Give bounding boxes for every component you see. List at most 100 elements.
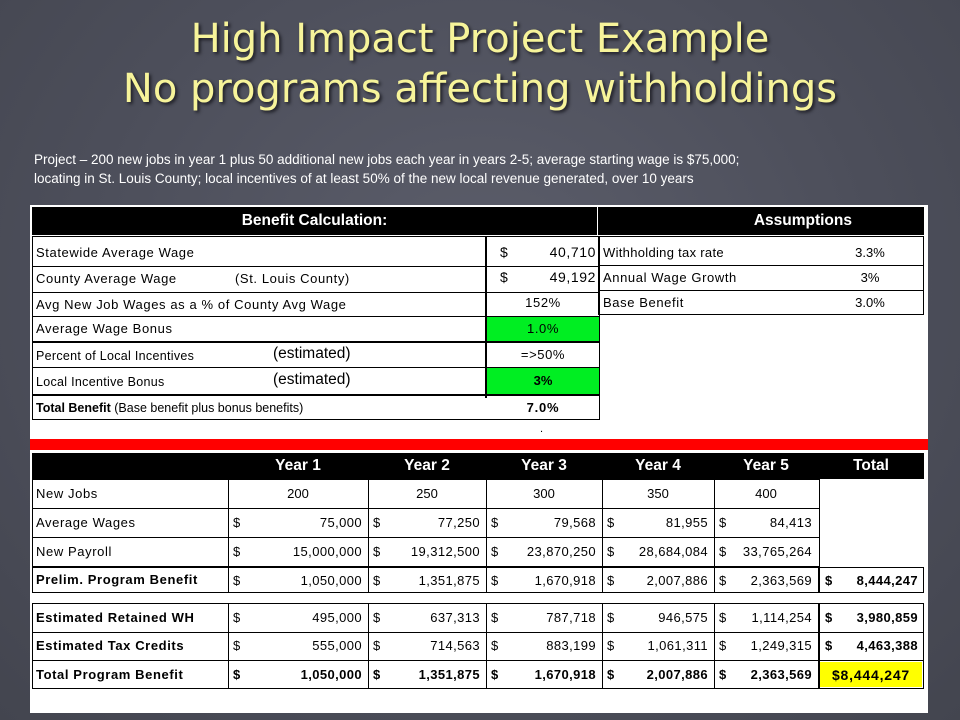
spreadsheet-panel: Benefit Calculation: Assumptions Statewi… — [30, 205, 928, 713]
benefit-row-label: Avg New Job Wages as a % of County Avg W… — [36, 297, 347, 312]
tax-credits-value: 1,061,311 — [647, 638, 708, 653]
new-payroll-dollar-sign: $ — [607, 544, 615, 559]
assumption-label: Annual Wage Growth — [603, 270, 737, 285]
avg-wages-dollar-sign: $ — [491, 515, 499, 530]
benefit-row-label: Average Wage Bonus — [36, 321, 173, 336]
retained-wh-dollar-sign: $ — [373, 610, 381, 625]
tax-credits-dollar-sign: $ — [719, 638, 727, 653]
avg-wages-dollar-sign: $ — [607, 515, 615, 530]
retained-wh-dollar-sign: $ — [491, 610, 499, 625]
total-program-dollar-sign: $ — [373, 667, 381, 682]
new-jobs-value: 400 — [755, 486, 777, 501]
total-program-dollar-sign: $ — [491, 667, 499, 682]
benefit-row-note: (estimated) — [273, 345, 351, 362]
retained-wh-value: 946,575 — [658, 610, 708, 625]
tax-credits-value: 1,249,315 — [750, 638, 812, 653]
retained-wh-total-dollar-sign: $ — [825, 610, 833, 625]
total-program-dollar-sign: $ — [607, 667, 615, 682]
tax-credits-value: 555,000 — [312, 638, 362, 653]
prelim-benefit-total-value: 8,444,247 — [856, 573, 918, 588]
prelim-benefit-total-dollar-sign: $ — [825, 573, 833, 588]
benefit-row-label: County Average Wage — [36, 271, 177, 286]
tax-credits-total-dollar-sign: $ — [825, 638, 833, 653]
tax-credits-dollar-sign: $ — [233, 638, 241, 653]
retained-wh-label: Estimated Retained WH — [36, 610, 195, 625]
total-program-total-value: $8,444,247 — [831, 667, 911, 683]
slide-title: High Impact Project Example No programs … — [0, 14, 960, 114]
benefit-header: Benefit Calculation: — [32, 207, 597, 235]
grand-total-highlight — [820, 662, 922, 687]
new-payroll-value: 15,000,000 — [292, 544, 362, 559]
benefit-row-value: 1.0% — [526, 321, 560, 336]
tax-credits-total-value: 4,463,388 — [856, 638, 918, 653]
assumptions-header: Assumptions — [598, 207, 924, 235]
total-program-value: 1,670,918 — [534, 667, 596, 682]
new-jobs-value: 200 — [287, 486, 309, 501]
avg-wages-value: 79,568 — [553, 515, 596, 530]
tax-credits-label: Estimated Tax Credits — [36, 638, 185, 653]
local-incentive-bonus-highlight — [487, 368, 599, 394]
retained-wh-value: 787,718 — [546, 610, 596, 625]
total-benefit-value: 7.0% — [526, 400, 560, 415]
assumption-value: 3.3% — [855, 245, 885, 260]
avg-wages-value: 77,250 — [437, 515, 480, 530]
new-payroll-dollar-sign: $ — [491, 544, 499, 559]
title-line-1: High Impact Project Example — [190, 16, 770, 62]
total-program-dollar-sign: $ — [719, 667, 727, 682]
benefit-row-value: 152% — [525, 295, 561, 310]
prelim-benefit-value: 2,007,886 — [646, 573, 708, 588]
new-payroll-value: 23,870,250 — [526, 544, 596, 559]
benefit-row-dollar: $ — [500, 269, 508, 285]
project-description: Project – 200 new jobs in year 1 plus 50… — [34, 150, 934, 188]
new-payroll-value: 33,765,264 — [742, 544, 812, 559]
retained-wh-dollar-sign: $ — [719, 610, 727, 625]
assumption-label: Base Benefit — [603, 295, 684, 310]
title-line-2: No programs affecting withholdings — [122, 66, 838, 112]
total-program-label: Total Program Benefit — [36, 667, 184, 682]
total-benefit-note: (Base benefit plus bonus benefits) — [114, 401, 304, 415]
year-header: Year 2 — [368, 453, 486, 479]
year-header: Year 4 — [602, 453, 714, 479]
avg-wages-value: 84,413 — [769, 515, 812, 530]
average-wage-bonus-highlight — [487, 317, 599, 341]
new-jobs-value: 350 — [647, 486, 669, 501]
new-payroll-value: 28,684,084 — [638, 544, 708, 559]
new-payroll-dollar-sign: $ — [233, 544, 241, 559]
benefit-row-value: 40,710 — [549, 244, 596, 260]
tax-credits-value: 883,199 — [546, 638, 596, 653]
new-jobs-value: 300 — [533, 486, 555, 501]
year-header: Year 1 — [228, 453, 368, 479]
assumption-value: 3.0% — [855, 295, 885, 310]
years-header-spacer — [32, 453, 228, 479]
retained-wh-value: 637,313 — [430, 610, 480, 625]
retained-wh-value: 495,000 — [312, 610, 362, 625]
prelim-benefit-dollar-sign: $ — [233, 573, 241, 588]
total-benefit-label: Total Benefit (Base benefit plus bonus b… — [36, 397, 303, 419]
new-payroll-value: 19,312,500 — [410, 544, 480, 559]
prelim-benefit-label: Prelim. Program Benefit — [36, 572, 198, 587]
tax-credits-dollar-sign: $ — [491, 638, 499, 653]
prelim-benefit-dollar-sign: $ — [373, 573, 381, 588]
avg-wages-value: 75,000 — [319, 515, 362, 530]
tax-credits-dollar-sign: $ — [607, 638, 615, 653]
retained-wh-value: 1,114,254 — [751, 610, 812, 625]
avg-wages-dollar-sign: $ — [719, 515, 727, 530]
total-benefit-bold: Total Benefit — [36, 401, 111, 415]
new-jobs-label: New Jobs — [36, 486, 98, 501]
benefit-row-dollar: $ — [500, 244, 508, 260]
prelim-benefit-dollar-sign: $ — [607, 573, 615, 588]
tax-credits-dollar-sign: $ — [373, 638, 381, 653]
benefit-row-label: Statewide Average Wage — [36, 245, 195, 260]
year-header: Year 5 — [714, 453, 818, 479]
prelim-benefit-dollar-sign: $ — [491, 573, 499, 588]
total-program-value: 1,050,000 — [300, 667, 362, 682]
avg-wages-label: Average Wages — [36, 515, 136, 530]
benefit-row-label: Percent of Local Incentives — [36, 349, 195, 363]
benefit-table — [32, 236, 600, 420]
total-program-value: 2,007,886 — [646, 667, 708, 682]
prelim-benefit-value: 1,351,875 — [418, 573, 480, 588]
retained-wh-dollar-sign: $ — [607, 610, 615, 625]
prelim-benefit-value: 1,050,000 — [300, 573, 362, 588]
stray-dot: . — [540, 423, 544, 435]
total-program-value: 2,363,569 — [750, 667, 812, 682]
